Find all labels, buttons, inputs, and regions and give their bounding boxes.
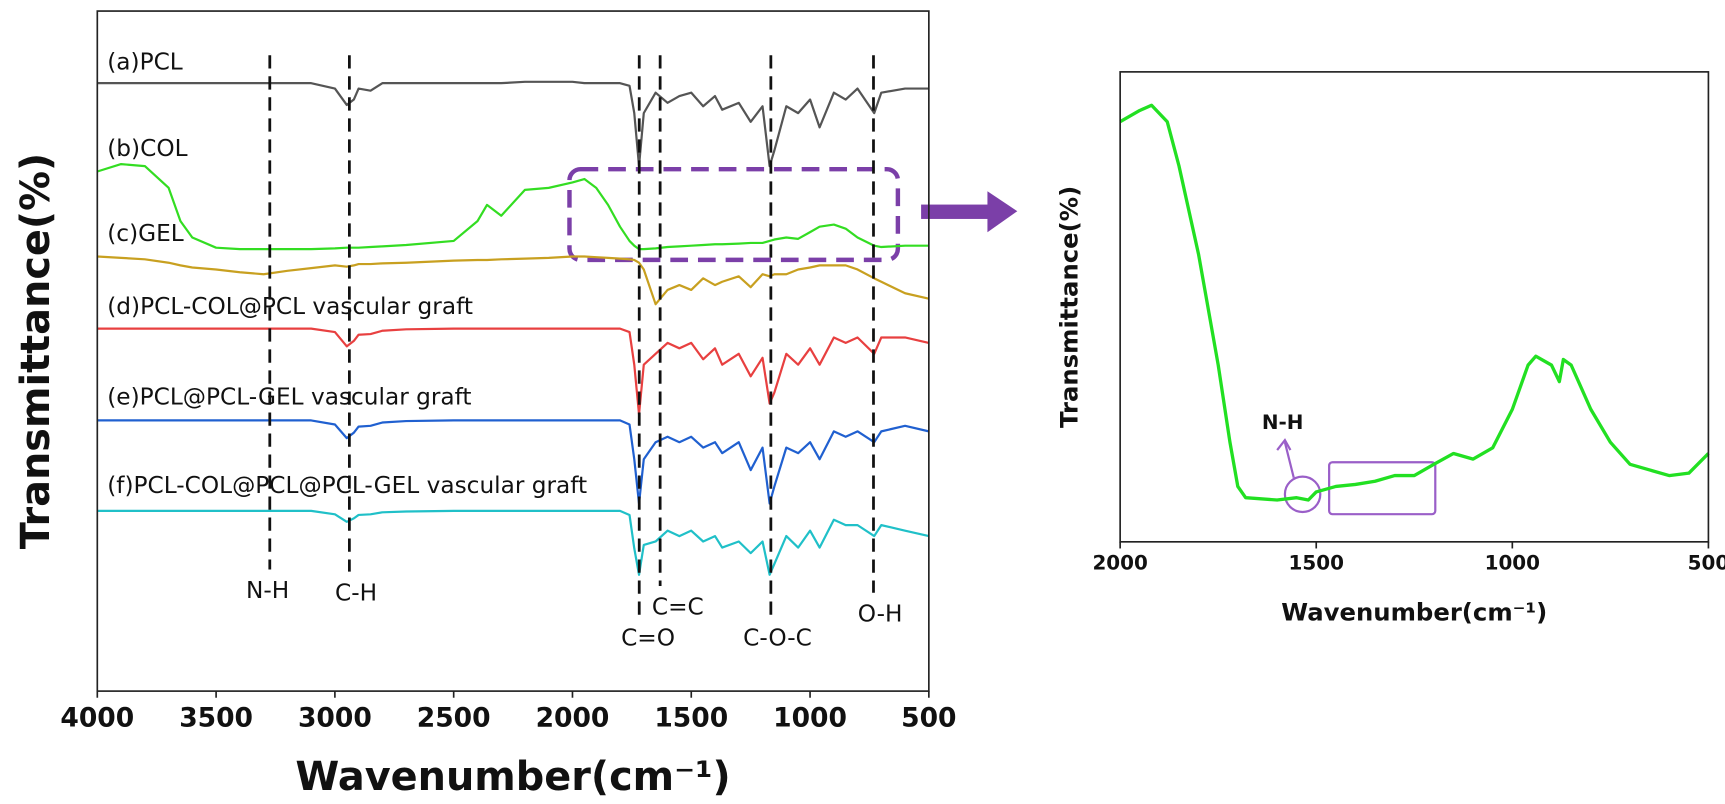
x-tick-label: 3500 [179, 702, 253, 733]
arrow-head [987, 191, 1018, 233]
spectrum-line [1119, 103, 1710, 502]
band-label: O-H [858, 600, 903, 627]
band-label: C=O [621, 625, 675, 652]
x-tick-label: 2000 [536, 702, 610, 733]
x-axis-title: Wavenumber(cm⁻¹) [295, 754, 730, 800]
spectrum-line [97, 255, 930, 306]
series-label: (d)PCL-COL@PCL vascular graft [107, 293, 473, 320]
x-tick-label: 3000 [298, 702, 372, 733]
series-label: (a)PCL [107, 49, 183, 76]
pointer-head [1276, 438, 1292, 451]
plot-frame [1119, 71, 1710, 543]
highlight-circle [1283, 475, 1322, 514]
series-label: (b)COL [107, 135, 187, 162]
highlight-box [1328, 461, 1437, 516]
annotation-label: N-H [1262, 411, 1304, 434]
x-tick-label: 1000 [773, 702, 847, 733]
x-tick-label: 2500 [417, 702, 491, 733]
spectrum-line [97, 509, 930, 576]
x-tick-label: 4000 [60, 702, 134, 733]
canvas: (a)PCL (b)COL (c)GEL (d)PCL-COL@PCL vascula… [13, 10, 1725, 800]
y-axis-title: Transmittance(%) [13, 153, 59, 549]
band-label: C-O-C [743, 625, 812, 652]
x-tick-label: 1500 [654, 702, 728, 733]
x-tick-label: 500 [901, 702, 956, 733]
spectrum-line [97, 327, 930, 416]
band-label: N-H [246, 577, 289, 604]
x-tick-label: 500 [1688, 551, 1725, 574]
spectrum-line [97, 419, 930, 505]
x-tick-label: 2000 [1092, 551, 1147, 574]
band-label: C=C [652, 594, 704, 621]
x-tick-label: 1000 [1485, 551, 1540, 574]
pointer [1283, 442, 1295, 478]
spectrum-line [97, 80, 929, 168]
series-label: (c)GEL [107, 220, 184, 247]
x-axis-title: Wavenumber(cm⁻¹) [1281, 598, 1547, 627]
plot-frame [96, 10, 930, 692]
series-label: (f)PCL-COL@PCL@PCL-GEL vascular graft [107, 472, 587, 499]
arrow-body [921, 204, 990, 219]
series-label: (e)PCL@PCL-GEL vascular graft [107, 384, 471, 411]
zoom-box [567, 166, 901, 263]
x-tick-label: 1500 [1289, 551, 1344, 574]
spectrum-line [96, 162, 929, 251]
band-label: C-H [335, 579, 377, 606]
y-axis-title: Transmittance(%) [1054, 186, 1083, 428]
